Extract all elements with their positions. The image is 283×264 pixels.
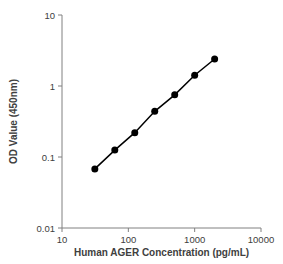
y-axis-label: OD Value (450nm) <box>8 79 19 164</box>
data-point <box>91 165 98 172</box>
y-tick <box>58 228 62 229</box>
data-point <box>151 108 158 115</box>
y-tick <box>58 157 62 158</box>
y-tick <box>58 86 62 87</box>
plot-area <box>91 56 218 173</box>
x-tick <box>128 228 129 232</box>
y-tick-label: 1 <box>50 81 55 92</box>
data-point <box>171 91 178 98</box>
x-tick <box>194 228 195 232</box>
x-axis-label: Human AGER Concentration (pg/mL) <box>74 247 249 258</box>
y-tick <box>58 15 62 16</box>
x-tick-label: 10000 <box>248 234 274 245</box>
y-tick-label: 10 <box>44 10 55 21</box>
x-axis <box>62 228 261 229</box>
data-point <box>211 56 218 63</box>
x-tick-label: 100 <box>120 234 136 245</box>
chart-svg: 10 100 1000 10000 0.01 0.1 1 10 Human AGER Conce… <box>0 0 283 264</box>
x-tick <box>261 228 262 232</box>
y-tick-label: 0.1 <box>42 152 55 163</box>
data-line <box>95 59 215 169</box>
chart: 10 100 1000 10000 0.01 0.1 1 10 Human AGER Conce… <box>0 0 283 264</box>
x-tick-label: 10 <box>57 234 68 245</box>
data-point <box>191 72 198 79</box>
y-axis <box>62 15 63 228</box>
x-tick <box>62 228 63 232</box>
data-point <box>131 129 138 136</box>
data-point <box>111 147 118 154</box>
y-tick-label: 0.01 <box>37 223 56 234</box>
x-tick-label: 1000 <box>184 234 205 245</box>
